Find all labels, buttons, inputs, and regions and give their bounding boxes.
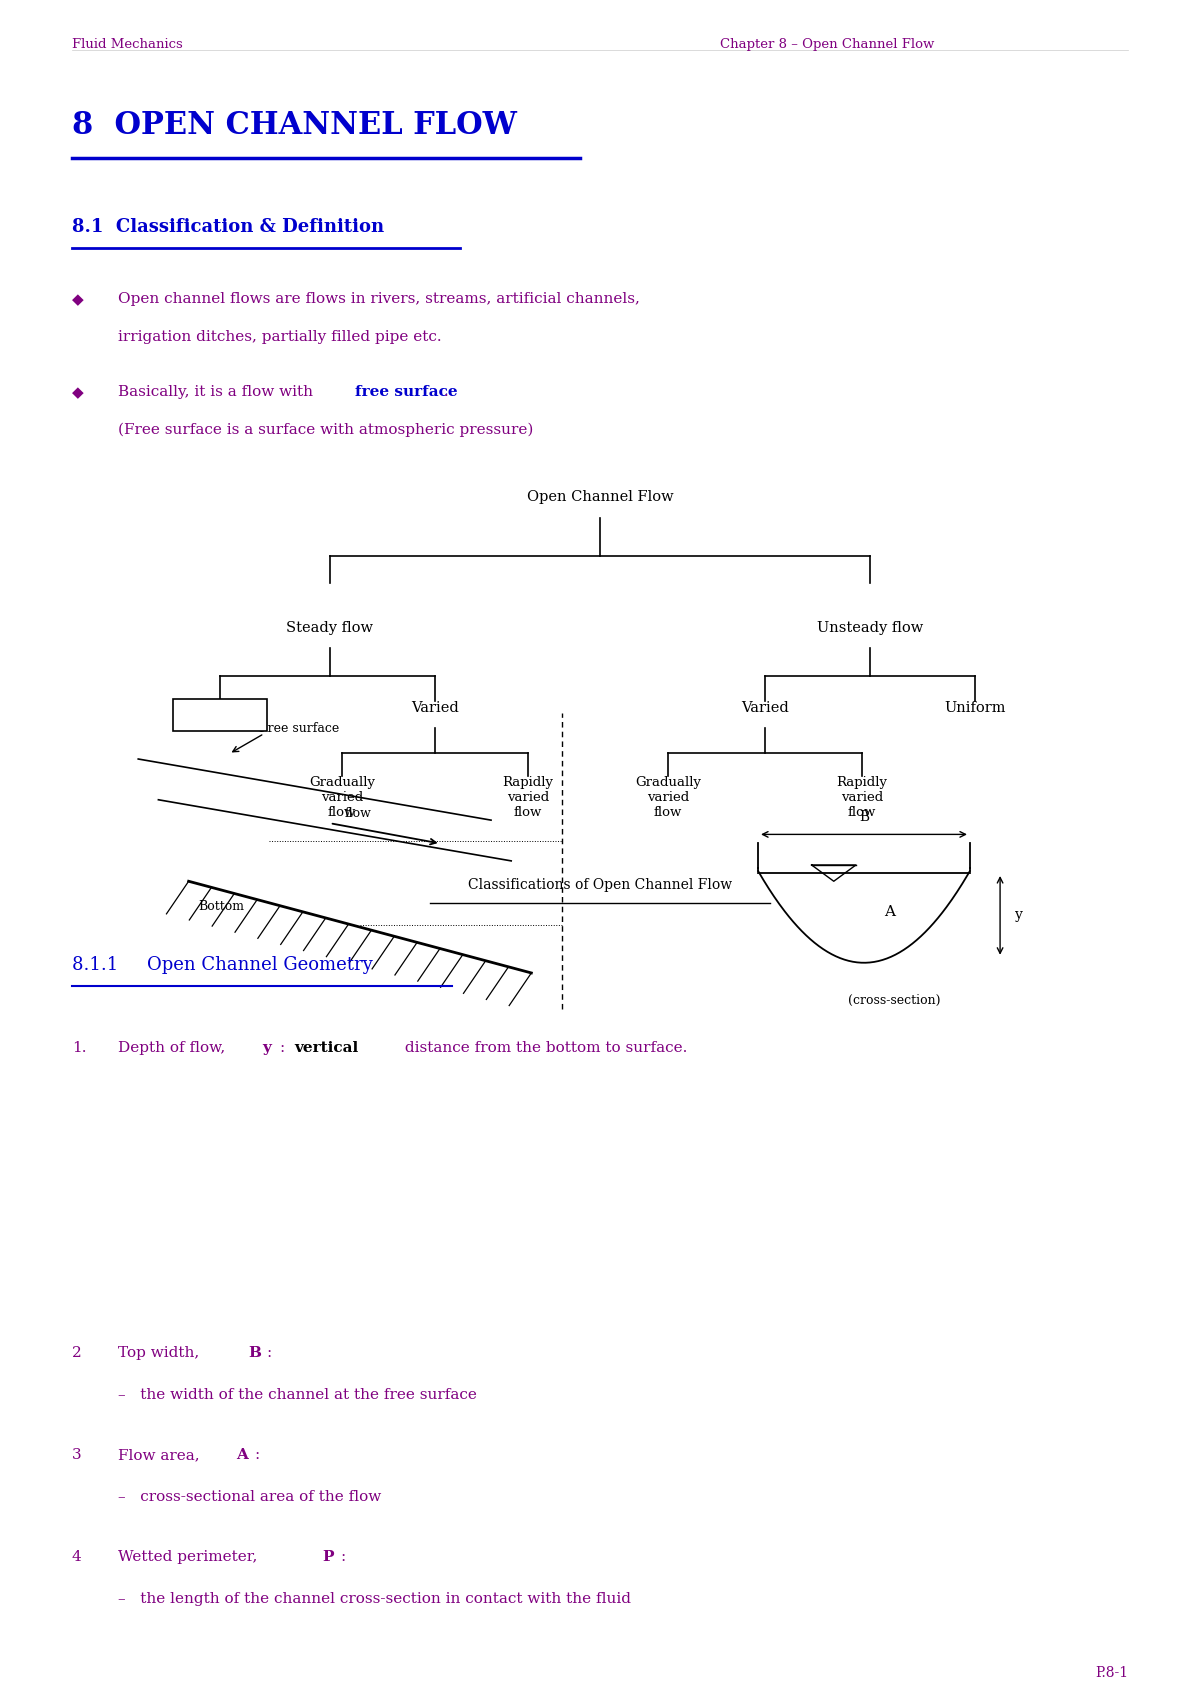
Text: 8.1.1     Open Channel Geometry: 8.1.1 Open Channel Geometry <box>72 956 373 975</box>
Text: irrigation ditches, partially filled pipe etc.: irrigation ditches, partially filled pip… <box>118 329 442 345</box>
Text: Steady flow: Steady flow <box>287 621 373 635</box>
Text: Top width,: Top width, <box>118 1347 204 1360</box>
Text: 8.1  Classification & Definition: 8.1 Classification & Definition <box>72 217 384 236</box>
Text: Gradually
varied
flow: Gradually varied flow <box>308 776 374 818</box>
Text: :: : <box>266 1347 271 1360</box>
Text: Chapter 8 – Open Channel Flow: Chapter 8 – Open Channel Flow <box>720 37 935 51</box>
Text: 1.: 1. <box>72 1041 86 1054</box>
Text: Flow area,: Flow area, <box>118 1448 204 1462</box>
Text: Varied: Varied <box>412 701 458 715</box>
Text: A: A <box>236 1448 248 1462</box>
Text: Uniform: Uniform <box>944 701 1006 715</box>
Text: free surface: free surface <box>355 385 457 399</box>
Text: .: . <box>444 385 449 399</box>
Text: 3: 3 <box>72 1448 82 1462</box>
Text: (Free surface is a surface with atmospheric pressure): (Free surface is a surface with atmosphe… <box>118 423 533 438</box>
Text: Classifications of Open Channel Flow: Classifications of Open Channel Flow <box>468 878 732 891</box>
Text: y: y <box>262 1041 271 1054</box>
Text: Varied: Varied <box>742 701 788 715</box>
Text: Uniform: Uniform <box>190 701 251 715</box>
Text: Depth of flow,: Depth of flow, <box>118 1041 230 1054</box>
Text: 8  OPEN CHANNEL FLOW: 8 OPEN CHANNEL FLOW <box>72 110 517 141</box>
Text: A: A <box>883 905 895 919</box>
Text: B: B <box>859 810 869 824</box>
Text: Basically, it is a flow with: Basically, it is a flow with <box>118 385 318 399</box>
Text: Open Channel Flow: Open Channel Flow <box>527 491 673 504</box>
Text: distance from the bottom to surface.: distance from the bottom to surface. <box>400 1041 688 1054</box>
Text: –   the length of the channel cross-section in contact with the fluid: – the length of the channel cross-sectio… <box>118 1593 631 1606</box>
Text: Rapidly
varied
flow: Rapidly varied flow <box>836 776 888 818</box>
Text: Open channel flows are flows in rivers, streams, artificial channels,: Open channel flows are flows in rivers, … <box>118 292 640 306</box>
Text: 2: 2 <box>72 1347 82 1360</box>
Text: Bottom: Bottom <box>199 900 245 914</box>
Text: vertical: vertical <box>294 1041 359 1054</box>
Text: Wetted perimeter,: Wetted perimeter, <box>118 1550 263 1564</box>
Text: Gradually
varied
flow: Gradually varied flow <box>635 776 701 818</box>
Text: P.8-1: P.8-1 <box>1094 1666 1128 1679</box>
Text: –   cross-sectional area of the flow: – cross-sectional area of the flow <box>118 1491 382 1504</box>
Text: P: P <box>322 1550 334 1564</box>
Text: ◆: ◆ <box>72 385 84 401</box>
Text: B: B <box>248 1347 262 1360</box>
Text: y: y <box>1015 908 1024 922</box>
Text: Fluid Mechanics: Fluid Mechanics <box>72 37 182 51</box>
Text: ◆: ◆ <box>72 292 84 307</box>
Text: :: : <box>340 1550 346 1564</box>
Text: flow: flow <box>344 807 372 820</box>
Text: :: : <box>280 1041 290 1054</box>
Text: Free surface: Free surface <box>259 722 340 735</box>
Text: –   the width of the channel at the free surface: – the width of the channel at the free s… <box>118 1387 476 1403</box>
Text: :: : <box>254 1448 259 1462</box>
Text: 4: 4 <box>72 1550 82 1564</box>
Text: Rapidly
varied
flow: Rapidly varied flow <box>503 776 553 818</box>
Text: (cross-section): (cross-section) <box>848 993 941 1007</box>
Text: Unsteady flow: Unsteady flow <box>817 621 923 635</box>
